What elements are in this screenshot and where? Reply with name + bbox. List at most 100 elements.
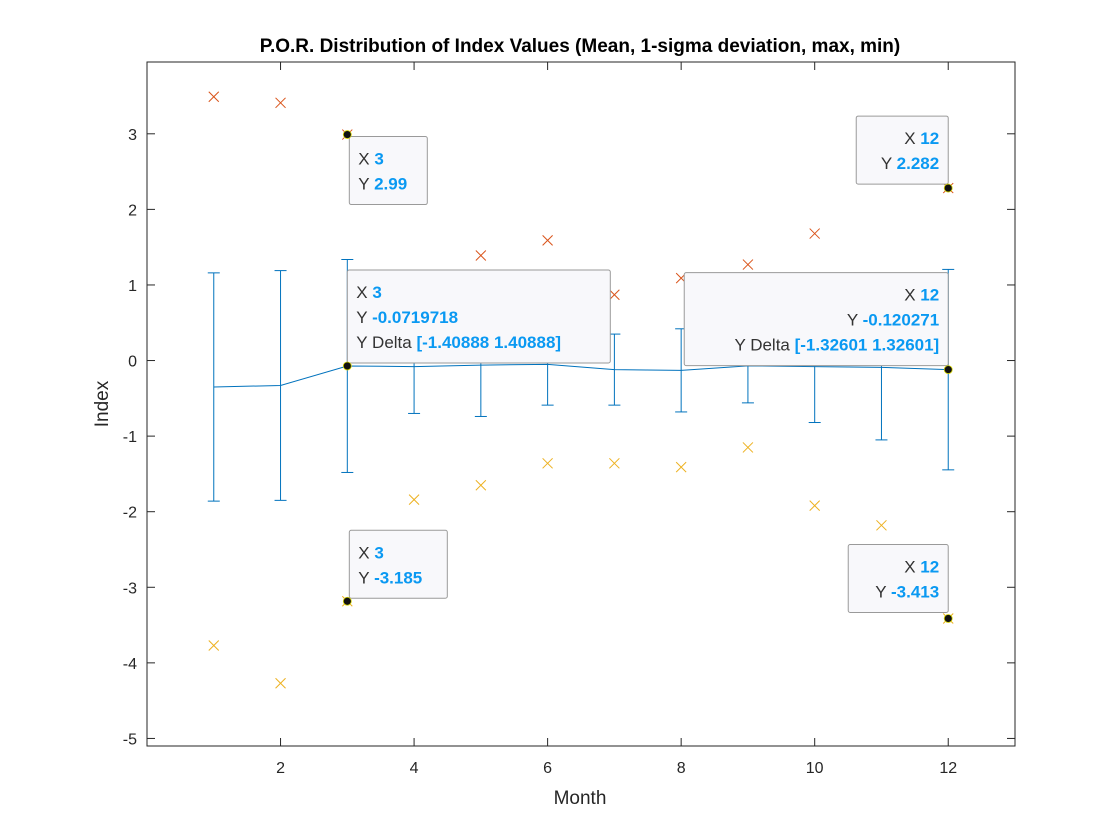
marker-stroke (408, 494, 420, 505)
datatip-key: Y Delta (734, 336, 794, 355)
datatip-row: Y -3.185 (358, 568, 422, 587)
datatip: X 12 Y 2.282 (855, 115, 953, 193)
datatip-box (855, 115, 949, 185)
datatip-row: Y -0.120271 (847, 311, 939, 330)
x-tick-label: 8 (677, 760, 686, 777)
max-marker (208, 91, 220, 103)
datatip-anchor-dot (342, 596, 352, 606)
y-tick-label: -4 (123, 656, 137, 673)
min-marker-series (208, 442, 954, 689)
datatip-row: Y 2.282 (881, 154, 939, 173)
min-marker (542, 457, 553, 469)
datatip-key: X (358, 543, 374, 562)
datatip-value: 3 (374, 150, 383, 169)
marker-stroke (609, 289, 620, 301)
min-marker (408, 494, 420, 505)
x-tick-label: 6 (543, 760, 552, 777)
datatip-row: Y Delta [-1.40888 1.40888] (356, 333, 561, 352)
datatip-row: X 3 (356, 283, 382, 302)
datatip-box (348, 529, 448, 599)
datatip-value: -3.413 (891, 582, 939, 601)
errorbar (274, 270, 287, 501)
datatip-key: X (904, 129, 920, 148)
datatip-box (346, 269, 611, 364)
datatip-anchor-dot (943, 614, 953, 623)
datatip-key: X (358, 150, 374, 169)
marker-stroke (675, 461, 687, 473)
chart-title: P.O.R. Distribution of Index Values (Mea… (260, 36, 901, 57)
max-marker (275, 97, 286, 109)
y-tick-label: 1 (128, 278, 137, 295)
marker-stroke (208, 91, 220, 103)
marker-stroke (742, 259, 754, 270)
datatip: X 3Y 2.99 (342, 130, 428, 206)
max-marker (475, 250, 487, 261)
datatip-row: Y -3.413 (875, 582, 939, 601)
datatip-value: 12 (920, 557, 939, 576)
marker-stroke (275, 677, 286, 689)
datatip-value: 12 (920, 129, 939, 148)
y-tick-label: -2 (123, 505, 137, 522)
datatip-anchor-dot (342, 130, 352, 139)
x-tick-label: 12 (939, 760, 957, 777)
datatip-key: Y (356, 308, 372, 327)
datatip-anchor-dot (943, 365, 953, 375)
datatip-key: X (904, 557, 920, 576)
datatip-value: 12 (920, 286, 939, 305)
max-marker (609, 289, 620, 301)
y-tick-label: 2 (128, 202, 137, 219)
errorbar (207, 272, 220, 502)
datatip-key: X (356, 283, 372, 302)
min-marker (876, 519, 887, 531)
marker-stroke (542, 235, 553, 246)
datatip-key: Y (881, 154, 897, 173)
marker-stroke (609, 457, 620, 469)
datatip-value: [-1.40888 1.40888] (416, 333, 561, 352)
min-marker (675, 461, 687, 473)
y-tick-label: -3 (123, 580, 137, 597)
datatip-row: X 3 (358, 150, 384, 169)
datatip-anchor-dot (943, 183, 953, 193)
max-marker (742, 259, 754, 270)
datatip-row: X 12 (904, 557, 939, 576)
datatip-key: Y (875, 582, 891, 601)
marker-stroke (876, 519, 887, 531)
datatip-row: X 12 (904, 129, 939, 148)
datatip-value: -3.185 (374, 568, 422, 587)
datatip-value: [-1.32601 1.32601] (795, 336, 940, 355)
datatip-value: 3 (372, 283, 381, 302)
x-tick-label: 2 (276, 760, 285, 777)
datatip-key: Y Delta (356, 333, 416, 352)
datatip-row: Y -0.0719718 (356, 308, 458, 327)
datatip-value: -0.120271 (863, 311, 940, 330)
y-tick-label: 3 (128, 127, 137, 144)
datatip-row: Y 2.99 (358, 175, 407, 194)
min-marker (742, 442, 754, 453)
marker-stroke (208, 640, 220, 651)
marker-stroke (809, 500, 821, 512)
min-marker (475, 479, 487, 491)
datatip-value: 2.282 (897, 154, 940, 173)
y-tick-label: -5 (123, 731, 137, 748)
y-tick-label: 0 (128, 354, 137, 371)
datatip-row: X 3 (358, 543, 384, 562)
datatip-value: 2.99 (374, 175, 407, 194)
datatip-value: -0.0719718 (372, 308, 458, 327)
min-marker (208, 640, 220, 651)
y-tick-label: -1 (123, 429, 137, 446)
datatip-box (683, 272, 949, 367)
marker-stroke (542, 457, 553, 469)
marker-stroke (742, 442, 754, 453)
max-marker (542, 235, 553, 246)
datatip-key: X (904, 286, 920, 305)
datatip: X 3 Y -3.185 (342, 529, 448, 606)
marker-stroke (475, 250, 487, 261)
x-tick-label: 10 (806, 760, 824, 777)
datatip-key: Y (358, 175, 374, 194)
marker-stroke (475, 479, 487, 491)
min-marker (609, 457, 620, 469)
datatip-box (348, 136, 428, 206)
datatip-row: X 12 (904, 286, 939, 305)
